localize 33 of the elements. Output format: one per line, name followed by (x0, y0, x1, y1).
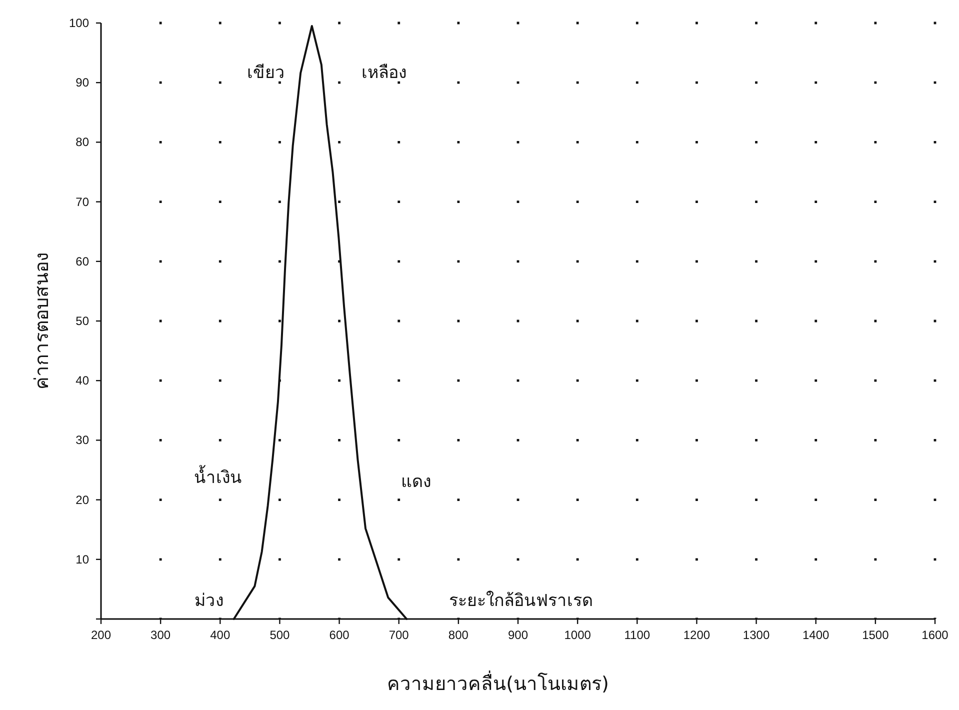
x-tick-label: 500 (270, 628, 290, 642)
y-tick-label: 90 (76, 76, 90, 90)
annotation: ม่วง (194, 591, 224, 611)
y-tick-label: 70 (76, 194, 90, 209)
annotation: เขียว (247, 63, 285, 83)
x-tick-label: 700 (388, 628, 410, 642)
x-tick-label: 1400 (802, 628, 830, 642)
y-axis-title: ค่าการตอบสนอง (31, 252, 53, 390)
annotation: แดง (401, 472, 431, 492)
y-tick-label: 50 (76, 314, 90, 328)
x-tick-label: 300 (150, 628, 171, 642)
x-tick-label: 900 (508, 628, 528, 642)
annotation: น้ำเงิน (194, 465, 242, 488)
x-tick-label: 1300 (742, 628, 770, 642)
x-tick-label: 400 (210, 628, 230, 642)
x-tick-label: 1600 (922, 628, 949, 642)
y-tick-label: 30 (76, 433, 90, 448)
x-tick-label: 600 (329, 628, 350, 642)
y-tick-label: 60 (76, 254, 90, 268)
y-tick-label: 20 (76, 492, 90, 507)
annotation: ระยะใกล้อินฟราเรด (449, 590, 593, 611)
y-tick-label: 80 (76, 135, 90, 150)
x-tick-label: 1100 (624, 628, 650, 642)
annotation: เหลือง (362, 63, 406, 83)
x-tick-label: 1200 (683, 628, 710, 642)
x-tick-label: 800 (448, 628, 469, 642)
y-tick-label: 40 (76, 374, 90, 388)
x-tick-label: 200 (90, 628, 112, 642)
y-tick-label: 100 (68, 16, 90, 30)
x-axis-title: ความยาวคลื่น(นาโนเมตร) (387, 670, 609, 695)
x-tick-label: 1500 (862, 628, 890, 642)
y-tick-label: 10 (76, 552, 90, 566)
x-tick-label: 1000 (564, 628, 592, 642)
